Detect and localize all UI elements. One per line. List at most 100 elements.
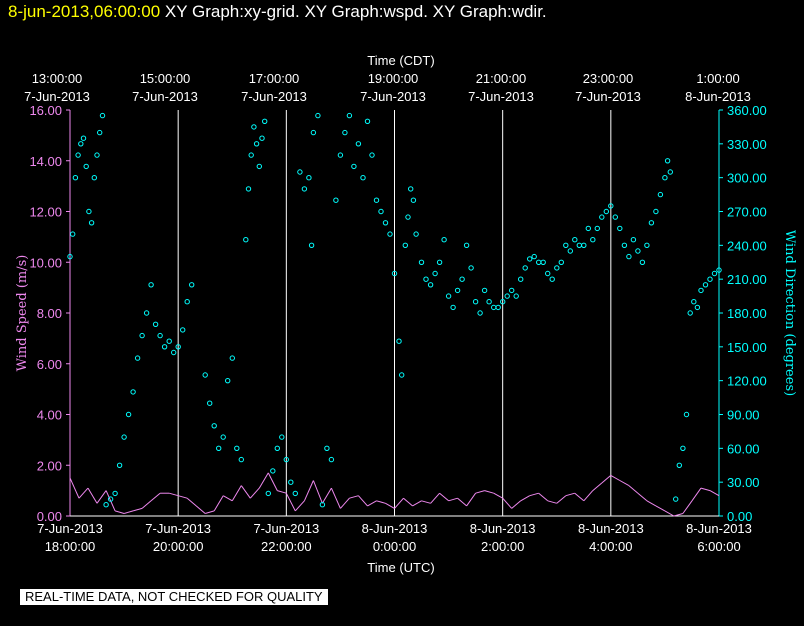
wind-speed-segment — [565, 492, 575, 497]
wind-speed-segment — [421, 500, 431, 504]
wind-direction-point — [432, 270, 438, 277]
wind-speed-segment — [294, 500, 305, 512]
wind-direction-point — [139, 332, 145, 339]
wind-speed-segment — [610, 474, 621, 481]
top-tick-time: 23:00:00 — [583, 71, 634, 86]
bottom-tick-time: 22:00:00 — [261, 539, 312, 554]
wind-direction-point — [238, 456, 245, 463]
wind-direction-point — [436, 259, 443, 265]
wind-speed-segment — [601, 475, 612, 484]
left-tick-label: 2.00 — [37, 458, 62, 473]
bottom-tick-time: 4:00:00 — [589, 539, 632, 554]
wind-direction-point — [166, 338, 172, 344]
right-tick-label: 270.00 — [727, 205, 767, 220]
wind-direction-point — [180, 327, 186, 333]
wind-direction-point — [554, 265, 560, 271]
wind-speed-segment — [205, 510, 215, 514]
right-tick-label: 120.00 — [727, 374, 767, 389]
left-axis-label: Wind Speed (m/s) — [15, 255, 30, 372]
wind-direction-point — [364, 118, 371, 125]
wind-direction-point — [94, 152, 100, 158]
bottom-tick-date: 8-Jun-2013 — [362, 521, 428, 536]
wind-speed-segment — [448, 497, 458, 502]
wind-direction-point — [229, 355, 236, 361]
wind-direction-point — [274, 445, 280, 451]
right-tick-label: 330.00 — [727, 137, 767, 152]
wind-direction-point — [125, 411, 132, 418]
wind-direction-point — [662, 175, 668, 181]
wind-direction-point — [148, 282, 154, 288]
wind-speed-segment — [249, 487, 260, 499]
wind-direction-point — [635, 248, 641, 254]
wind-speed-segment — [178, 495, 188, 499]
wind-direction-point — [621, 242, 628, 249]
wind-direction-point — [319, 502, 326, 508]
wind-direction-point — [707, 276, 713, 282]
wind-speed-segment — [114, 510, 125, 514]
wind-direction-point — [491, 304, 497, 311]
right-tick-label: 180.00 — [727, 306, 767, 321]
wind-speed-segment — [87, 487, 98, 504]
wind-direction-point — [270, 468, 276, 474]
wind-direction-point — [594, 225, 600, 232]
wind-direction-point — [667, 169, 673, 175]
wind-speed-segment — [303, 480, 314, 502]
wind-direction-point — [342, 129, 348, 136]
wind-direction-point — [157, 332, 163, 339]
wind-direction-point — [576, 242, 582, 249]
wind-speed-segment — [169, 492, 179, 497]
wind-speed-segment — [330, 487, 341, 509]
wind-direction-point — [653, 208, 659, 215]
wind-direction-point — [711, 270, 718, 277]
wind-direction-point — [184, 299, 190, 305]
wind-speed-segment — [358, 495, 368, 507]
wind-direction-point — [134, 355, 141, 361]
wind-direction-point — [716, 267, 722, 273]
wind-direction-point — [418, 259, 425, 265]
wind-speed-segment — [439, 492, 449, 502]
wind-speed-segment — [628, 485, 639, 494]
wind-direction-point — [360, 175, 366, 181]
wind-direction-point — [143, 310, 150, 316]
wind-direction-point — [86, 208, 92, 215]
wind-direction-point — [245, 186, 252, 192]
wind-direction-point — [369, 152, 375, 158]
wind-direction-point — [500, 299, 506, 305]
wind-speed-segment — [340, 497, 350, 509]
wind-direction-point — [540, 259, 546, 265]
wind-direction-point — [80, 135, 87, 141]
wind-direction-point — [531, 253, 537, 260]
header-title: XY Graph:xy-grid. XY Graph:wspd. XY Grap… — [164, 2, 547, 21]
wind-speed-segment — [646, 500, 657, 507]
wind-speed-segment — [231, 485, 242, 502]
wind-direction-point — [243, 237, 249, 243]
wind-speed-segment — [484, 490, 494, 494]
wind-direction-point — [262, 118, 268, 125]
wind-direction-point — [399, 372, 405, 378]
wind-direction-point — [189, 282, 195, 288]
wind-direction-point — [572, 237, 578, 243]
wind-speed-segment — [583, 490, 594, 502]
wind-direction-point — [373, 197, 380, 203]
wind-speed-segment — [367, 500, 377, 507]
left-tick-label: 14.00 — [29, 154, 62, 169]
wind-speed-segment — [195, 505, 206, 514]
wind-direction-point — [410, 197, 417, 203]
wind-speed-segment — [321, 487, 332, 504]
top-tick-date: 7-Jun-2013 — [241, 89, 307, 104]
wind-direction-point — [450, 304, 456, 311]
wind-speed-series — [69, 472, 720, 517]
wind-direction-point — [396, 338, 402, 344]
right-tick-label: 60.00 — [727, 441, 760, 456]
wind-direction-point — [310, 129, 317, 136]
wind-speed-segment — [385, 502, 395, 509]
wind-direction-point — [527, 256, 533, 262]
top-tick-time: 1:00:00 — [696, 71, 739, 86]
wind-direction-point — [563, 242, 569, 249]
wind-direction-point — [413, 231, 419, 237]
wind-direction-point — [603, 208, 609, 215]
wind-direction-point — [423, 276, 429, 282]
wind-speed-segment — [511, 500, 522, 509]
wind-direction-point — [78, 141, 84, 147]
wind-direction-point — [248, 152, 254, 158]
